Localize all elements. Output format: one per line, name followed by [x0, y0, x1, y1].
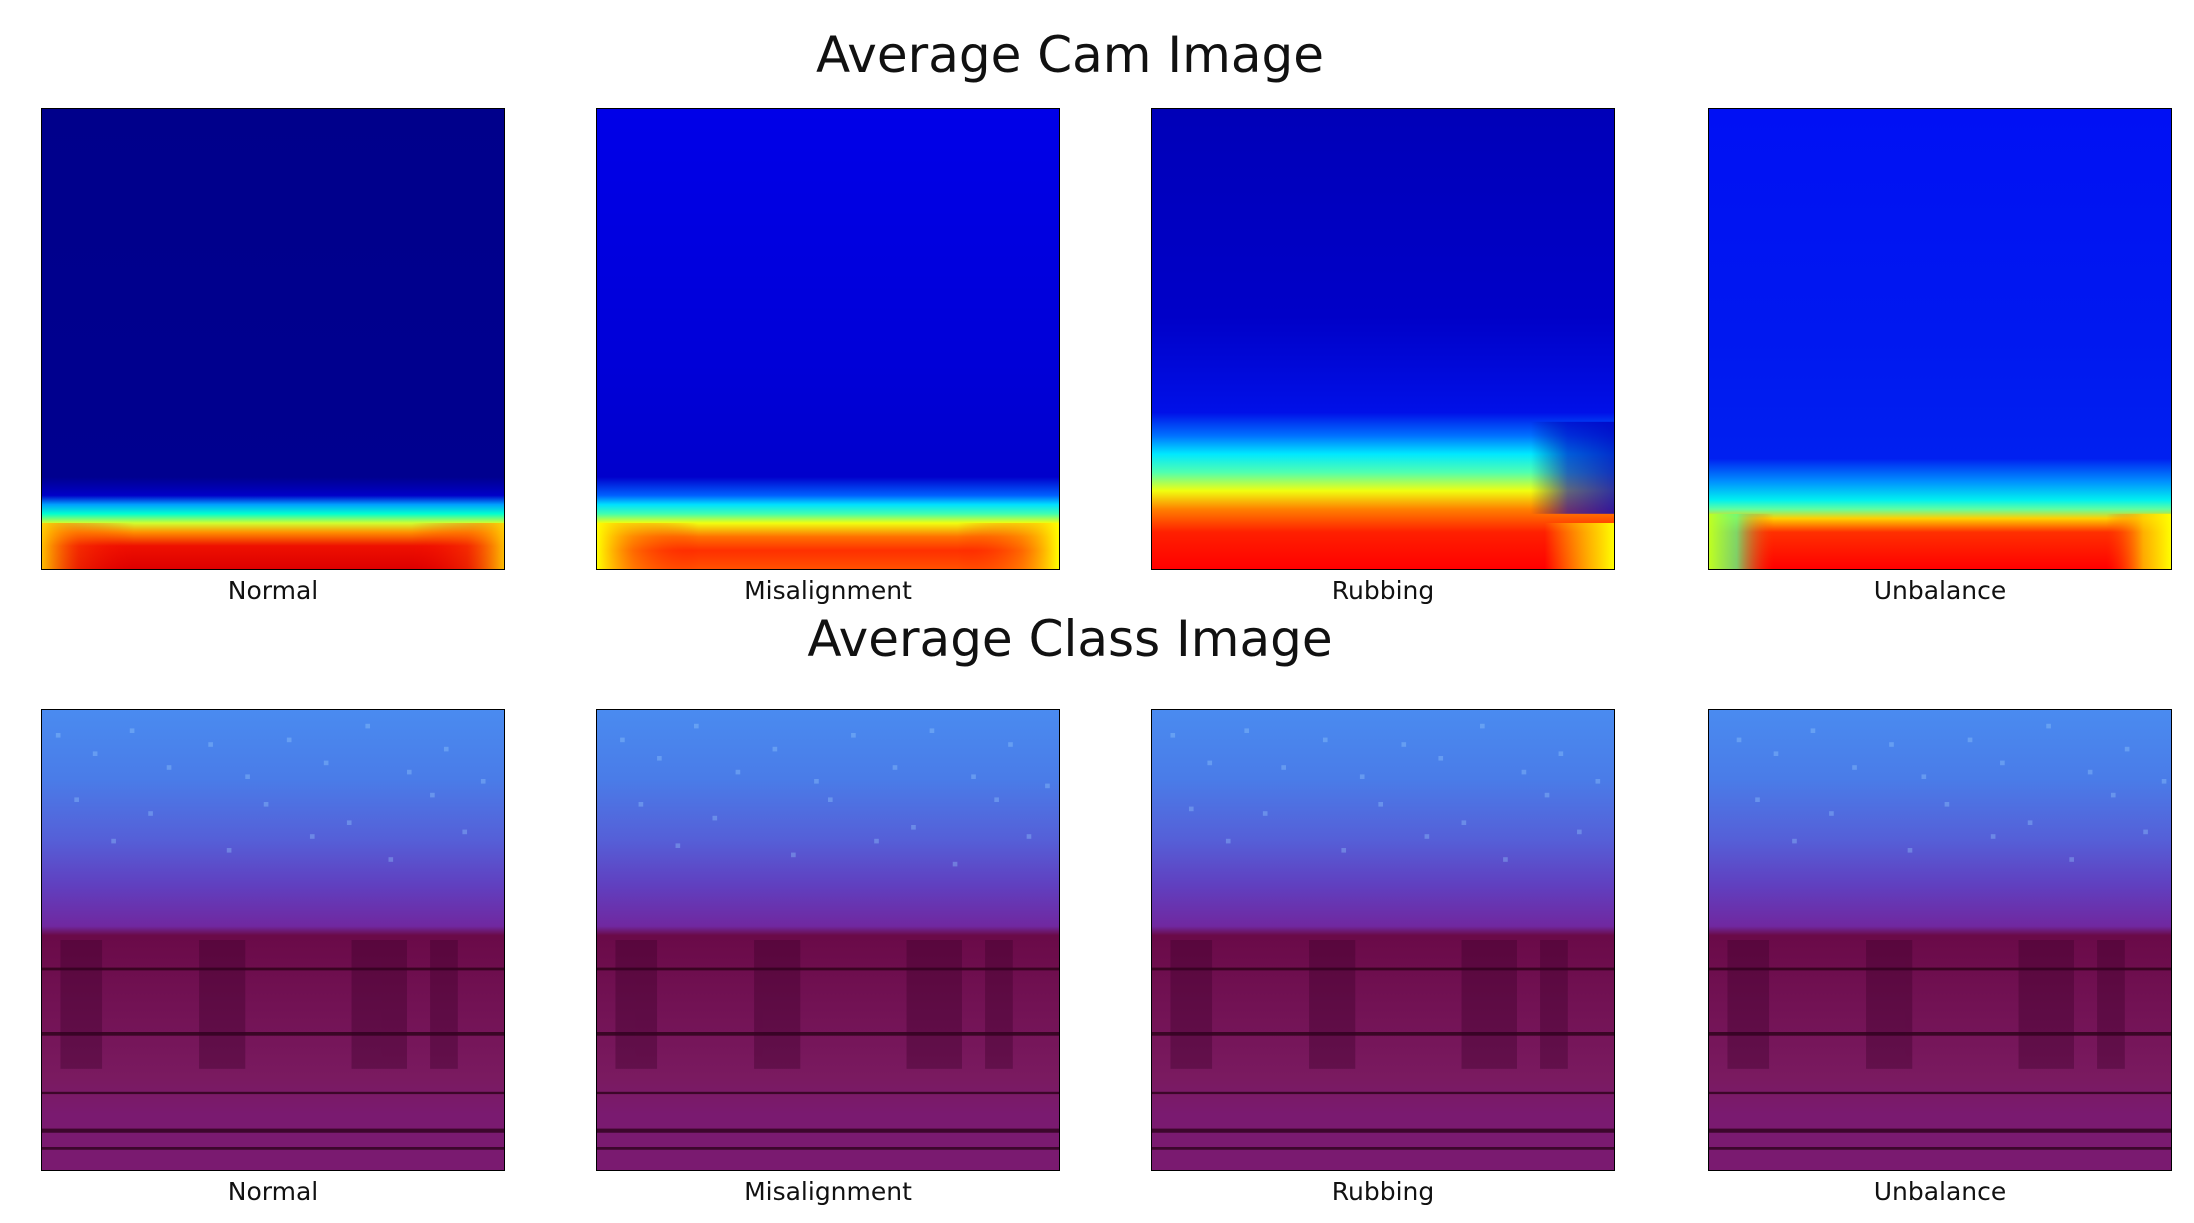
class-label-unbalance: Unbalance: [1873, 1177, 2007, 1206]
cam-label-normal: Normal: [227, 576, 319, 605]
cam-hot-edges-unbalance: [1709, 513, 2171, 569]
cam-panel-rubbing: [1151, 108, 1615, 570]
cam-field-misalignment: [597, 109, 1059, 569]
class-label-misalignment: Misalignment: [744, 1177, 912, 1206]
class-section-title: Average Class Image: [807, 610, 1333, 668]
class-panel-rubbing: [1151, 709, 1615, 1171]
cam-label-unbalance: Unbalance: [1873, 576, 2007, 605]
cam-panel-unbalance: [1708, 108, 2172, 570]
cam-hot-edges-normal: [42, 523, 504, 569]
class-label-normal: Normal: [227, 1177, 319, 1206]
cam-hot-corner-rubbing: [1152, 523, 1614, 569]
class-panel-misalignment: [596, 709, 1060, 1171]
cam-label-misalignment: Misalignment: [744, 576, 912, 605]
class-label-rubbing: Rubbing: [1331, 1177, 1435, 1206]
cam-panel-misalignment: [596, 108, 1060, 570]
cam-panel-normal: [41, 108, 505, 570]
class-panel-unbalance: [1708, 709, 2172, 1171]
cam-cold-corner-rubbing: [1152, 421, 1614, 514]
cam-field-normal: [42, 109, 504, 569]
cam-label-rubbing: Rubbing: [1331, 576, 1435, 605]
cam-section-title: Average Cam Image: [816, 26, 1324, 84]
class-panel-normal: [41, 709, 505, 1171]
cam-hot-edges-misalignment: [597, 523, 1059, 569]
cam-field-unbalance: [1709, 109, 2171, 569]
